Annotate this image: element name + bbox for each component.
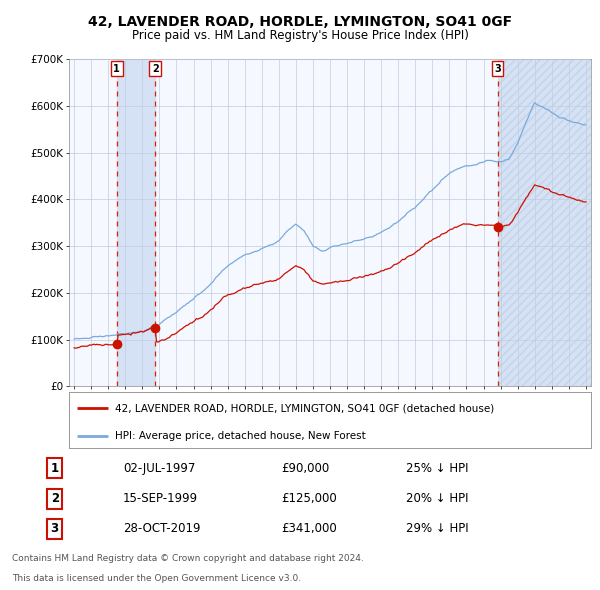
Text: 02-JUL-1997: 02-JUL-1997 [123, 462, 195, 475]
Text: 25% ↓ HPI: 25% ↓ HPI [406, 462, 469, 475]
Text: Price paid vs. HM Land Registry's House Price Index (HPI): Price paid vs. HM Land Registry's House … [131, 29, 469, 42]
Text: 15-SEP-1999: 15-SEP-1999 [123, 492, 198, 505]
Bar [497, 59, 591, 386]
Text: 1: 1 [113, 64, 120, 74]
Text: HPI: Average price, detached house, New Forest: HPI: Average price, detached house, New … [115, 431, 365, 441]
Text: £125,000: £125,000 [281, 492, 337, 505]
Text: 3: 3 [50, 522, 59, 535]
Text: £341,000: £341,000 [281, 522, 337, 535]
Text: This data is licensed under the Open Government Licence v3.0.: This data is licensed under the Open Gov… [12, 575, 301, 584]
Text: 3: 3 [494, 64, 501, 74]
Text: 29% ↓ HPI: 29% ↓ HPI [406, 522, 469, 535]
Text: 28-OCT-2019: 28-OCT-2019 [123, 522, 200, 535]
Text: 42, LAVENDER ROAD, HORDLE, LYMINGTON, SO41 0GF: 42, LAVENDER ROAD, HORDLE, LYMINGTON, SO… [88, 15, 512, 29]
Bar [117, 59, 155, 386]
Text: 42, LAVENDER ROAD, HORDLE, LYMINGTON, SO41 0GF (detached house): 42, LAVENDER ROAD, HORDLE, LYMINGTON, SO… [115, 403, 494, 413]
Text: 2: 2 [50, 492, 59, 505]
Text: 20% ↓ HPI: 20% ↓ HPI [406, 492, 469, 505]
Text: 1: 1 [50, 462, 59, 475]
Text: 2: 2 [152, 64, 158, 74]
Bar [497, 59, 591, 386]
Text: Contains HM Land Registry data © Crown copyright and database right 2024.: Contains HM Land Registry data © Crown c… [12, 553, 364, 563]
Text: £90,000: £90,000 [281, 462, 330, 475]
